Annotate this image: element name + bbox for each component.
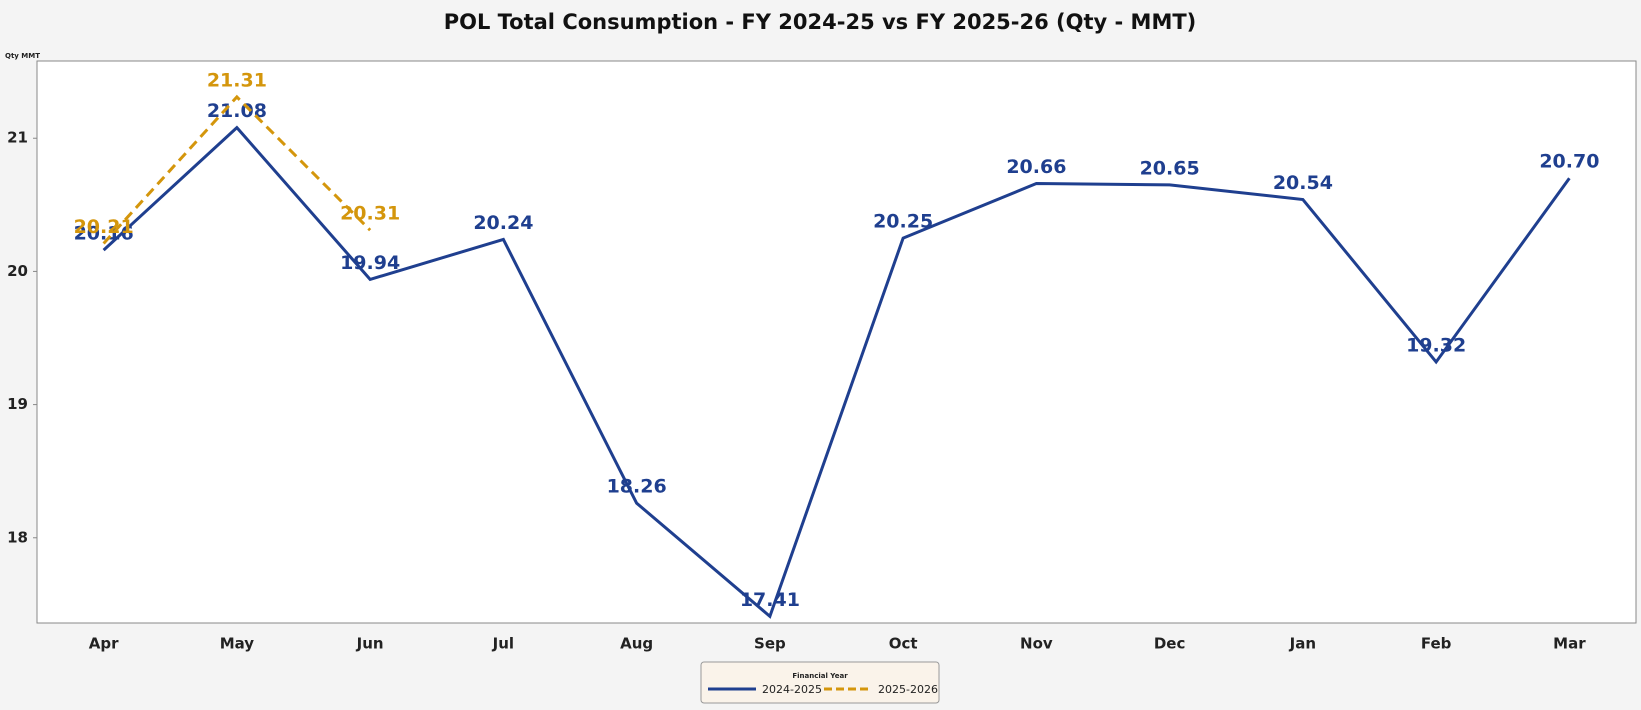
legend-box (700, 661, 940, 704)
y-tick-label: 18 (7, 528, 28, 546)
data-label: 20.54 (1273, 172, 1333, 194)
x-tick-label: Oct (889, 635, 918, 653)
x-tick-label: May (220, 635, 255, 653)
legend-label: 2024-2025 (762, 683, 822, 696)
data-label: 21.31 (207, 69, 267, 91)
data-label: 20.31 (340, 203, 400, 225)
data-label: 19.32 (1406, 334, 1466, 356)
chart-title: POL Total Consumption - FY 2024-25 vs FY… (444, 10, 1197, 34)
data-label: 20.70 (1539, 151, 1599, 173)
y-tick-label: 19 (7, 395, 28, 413)
series-line (102, 125, 1571, 619)
data-label: 17.41 (740, 589, 800, 611)
data-label: 20.24 (473, 212, 533, 234)
x-tick-label: Sep (754, 635, 786, 653)
data-label: 18.26 (607, 476, 667, 498)
x-tick-label: Jun (356, 635, 384, 653)
data-label: 21.08 (207, 100, 267, 122)
y-tick-label: 20 (7, 262, 28, 280)
data-label: 20.21 (74, 216, 134, 238)
x-tick-label: Jul (492, 635, 514, 653)
x-tick-label: Feb (1421, 635, 1452, 653)
x-tick-label: Mar (1553, 635, 1586, 653)
data-label: 20.65 (1140, 157, 1200, 179)
series-line (102, 94, 372, 245)
legend: Financial Year (700, 661, 940, 704)
x-tick-label: Jan (1289, 635, 1316, 653)
legend-label: 2025-2026 (878, 683, 938, 696)
data-label: 20.66 (1006, 156, 1066, 178)
legend-title: Financial Year (792, 672, 848, 680)
x-tick-label: Dec (1154, 635, 1186, 653)
plot-area (36, 60, 1637, 624)
x-tick-label: Aug (620, 635, 653, 653)
x-tick-label: Apr (89, 635, 119, 653)
x-tick-label: Nov (1020, 635, 1053, 653)
data-label: 20.25 (873, 211, 933, 233)
y-axis-label: Qty MMT (5, 52, 40, 60)
data-label: 19.94 (340, 252, 400, 274)
y-tick-label: 21 (7, 129, 28, 147)
